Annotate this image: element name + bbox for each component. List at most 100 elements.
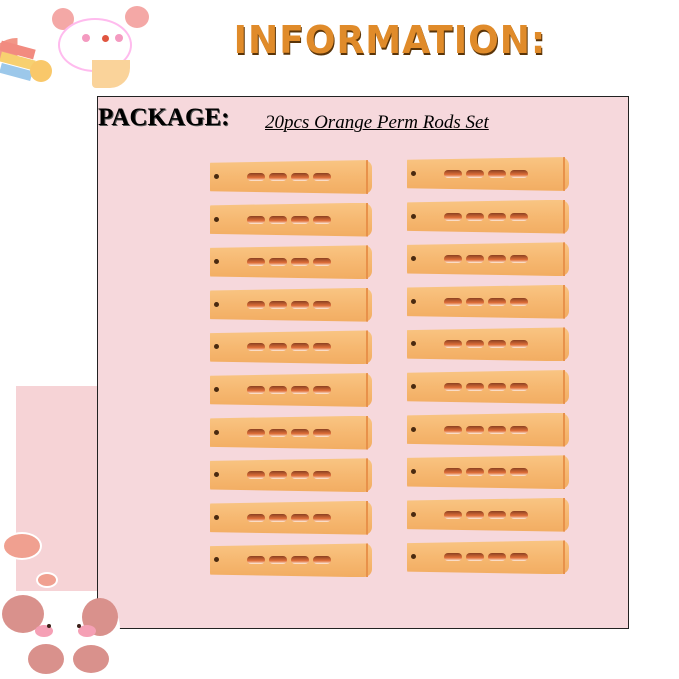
perm-rod bbox=[407, 199, 569, 234]
rod-slot bbox=[269, 343, 287, 352]
rod-slot bbox=[510, 170, 528, 178]
rod-slot bbox=[313, 343, 331, 352]
rod-slot bbox=[247, 386, 265, 394]
rod-rim bbox=[366, 543, 368, 578]
rod-slot bbox=[247, 428, 265, 437]
perm-rod bbox=[210, 373, 372, 407]
rod-slot bbox=[247, 556, 265, 565]
perm-rod bbox=[210, 245, 372, 280]
rod-slot bbox=[269, 300, 287, 309]
rod-slot bbox=[510, 553, 528, 562]
rod-slot bbox=[247, 258, 265, 267]
rod-hole bbox=[214, 472, 219, 478]
rod-slot bbox=[510, 212, 528, 221]
rod-slot bbox=[247, 300, 265, 309]
rod-hole bbox=[411, 341, 416, 347]
rod-slot bbox=[444, 383, 462, 391]
rod-slot bbox=[510, 425, 528, 434]
rod-slot bbox=[466, 297, 484, 306]
rod-rim bbox=[563, 540, 565, 575]
rod-slot bbox=[313, 513, 331, 522]
perm-rod bbox=[210, 160, 372, 194]
side-pink-panel bbox=[16, 386, 98, 591]
rod-rim bbox=[563, 242, 565, 277]
rod-slot bbox=[269, 513, 287, 522]
rod-rim bbox=[366, 202, 368, 237]
rod-slot bbox=[269, 258, 287, 267]
rod-slot bbox=[269, 428, 287, 437]
rod-rim bbox=[563, 284, 565, 319]
rod-rim bbox=[563, 412, 565, 447]
rod-slot bbox=[291, 300, 309, 309]
rod-rim bbox=[366, 330, 368, 365]
rod-hole bbox=[214, 429, 219, 435]
rod-hole bbox=[214, 387, 219, 392]
perm-rod bbox=[407, 412, 569, 447]
rod-slot bbox=[269, 386, 287, 394]
rod-slot bbox=[313, 215, 331, 224]
rod-slot bbox=[291, 556, 309, 565]
rod-hole bbox=[214, 344, 219, 350]
rod-hole bbox=[214, 216, 219, 222]
rod-slot bbox=[444, 170, 462, 178]
rod-slot bbox=[510, 255, 528, 264]
rod-rim bbox=[366, 500, 368, 535]
rod-slot bbox=[466, 212, 484, 221]
rod-rim bbox=[366, 160, 368, 194]
rod-rim bbox=[563, 199, 565, 234]
rod-slot bbox=[510, 383, 528, 391]
rod-slot bbox=[247, 215, 265, 224]
perm-rod bbox=[407, 157, 569, 191]
rod-slot bbox=[488, 383, 506, 391]
rod-hole bbox=[411, 511, 416, 517]
rod-hole bbox=[214, 301, 219, 307]
rod-hole bbox=[411, 554, 416, 560]
rod-slot bbox=[313, 300, 331, 309]
rod-slot bbox=[466, 510, 484, 519]
rod-slot bbox=[247, 471, 265, 480]
rod-hole bbox=[214, 557, 219, 563]
rod-slot bbox=[313, 258, 331, 267]
perm-rod bbox=[210, 202, 372, 237]
rod-slot bbox=[488, 468, 506, 477]
rod-slot bbox=[510, 340, 528, 349]
rod-slot bbox=[444, 553, 462, 562]
rod-hole bbox=[411, 469, 416, 475]
rod-slot bbox=[488, 212, 506, 221]
perm-rod bbox=[210, 287, 372, 322]
perm-rod bbox=[210, 415, 372, 450]
rod-slot bbox=[510, 468, 528, 477]
rod-rim bbox=[563, 327, 565, 362]
package-label: PACKAGE: bbox=[98, 104, 230, 131]
rod-rim bbox=[366, 458, 368, 493]
rod-slot bbox=[313, 428, 331, 437]
rod-slot bbox=[510, 510, 528, 519]
rod-rim bbox=[563, 497, 565, 532]
rod-rim bbox=[366, 415, 368, 450]
rod-slot bbox=[291, 215, 309, 224]
rod-slot bbox=[313, 471, 331, 480]
rod-slot bbox=[269, 173, 287, 181]
rod-slot bbox=[466, 425, 484, 434]
perm-rod bbox=[407, 327, 569, 362]
perm-rod bbox=[407, 242, 569, 277]
rod-slot bbox=[510, 297, 528, 306]
rod-slot bbox=[488, 170, 506, 178]
rod-hole bbox=[411, 384, 416, 389]
rod-hole bbox=[411, 213, 416, 219]
rod-slot bbox=[444, 212, 462, 221]
rod-rim bbox=[563, 157, 565, 191]
rod-slot bbox=[466, 383, 484, 391]
package-value: 20pcs Orange Perm Rods Set bbox=[265, 112, 489, 133]
rod-hole bbox=[214, 514, 219, 520]
rod-slot bbox=[444, 425, 462, 434]
rod-slot bbox=[466, 553, 484, 562]
perm-rod bbox=[407, 370, 569, 404]
rod-slot bbox=[444, 468, 462, 477]
page-title: INFORMATION: bbox=[233, 18, 547, 62]
rod-hole bbox=[411, 298, 416, 304]
rod-hole bbox=[411, 426, 416, 432]
rod-slot bbox=[488, 553, 506, 562]
rod-slot bbox=[291, 258, 309, 267]
perm-rod bbox=[407, 284, 569, 319]
